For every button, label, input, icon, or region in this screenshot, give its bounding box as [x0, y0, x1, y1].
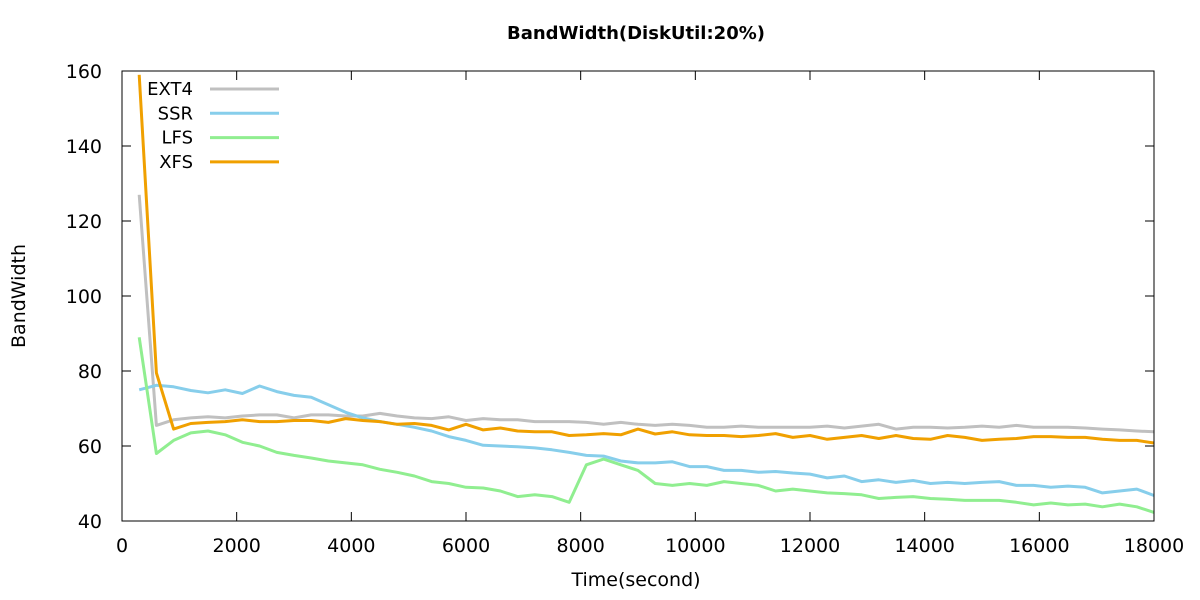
x-tick-label: 14000 [894, 535, 954, 557]
x-tick-label: 10000 [665, 535, 725, 557]
axis-ticks: 0 2000 4000 6000 8000 10000 12000 14000 16000 180… [66, 61, 1184, 557]
y-tick-label: 40 [78, 511, 102, 533]
x-tick-label: 0 [116, 535, 128, 557]
series-line-xfs [137, 74, 1155, 445]
series-lines [137, 74, 1155, 514]
y-tick-label: 80 [78, 361, 102, 383]
series-line-ssr [138, 383, 1155, 497]
y-tick-label: 140 [66, 136, 102, 158]
plot-frame [121, 70, 1155, 522]
legend: EXT4 SSR LFS XFS [147, 79, 279, 173]
x-tick-label: 12000 [780, 535, 840, 557]
x-tick-label: 8000 [556, 535, 604, 557]
y-tick-label: 120 [66, 211, 102, 233]
y-tick-label: 160 [66, 61, 102, 83]
legend-label-ext4: EXT4 [147, 79, 193, 100]
series-line-lfs [137, 337, 1155, 514]
x-tick-label: 16000 [1009, 535, 1069, 557]
y-axis-label: BandWidth [8, 244, 30, 348]
legend-label-ssr: SSR [158, 103, 193, 124]
x-tick-label: 18000 [1124, 535, 1184, 557]
x-axis-label: Time(second) [570, 569, 700, 591]
y-tick-label: 100 [66, 286, 102, 308]
x-tick-label: 4000 [327, 535, 375, 557]
x-tick-label: 6000 [442, 535, 490, 557]
legend-label-lfs: LFS [162, 128, 194, 149]
chart-title: BandWidth(DiskUtil:20%) [507, 23, 765, 44]
series-line-ext4 [137, 194, 1155, 434]
x-tick-label: 2000 [212, 535, 260, 557]
legend-label-xfs: XFS [159, 152, 193, 173]
y-tick-label: 60 [78, 436, 102, 458]
